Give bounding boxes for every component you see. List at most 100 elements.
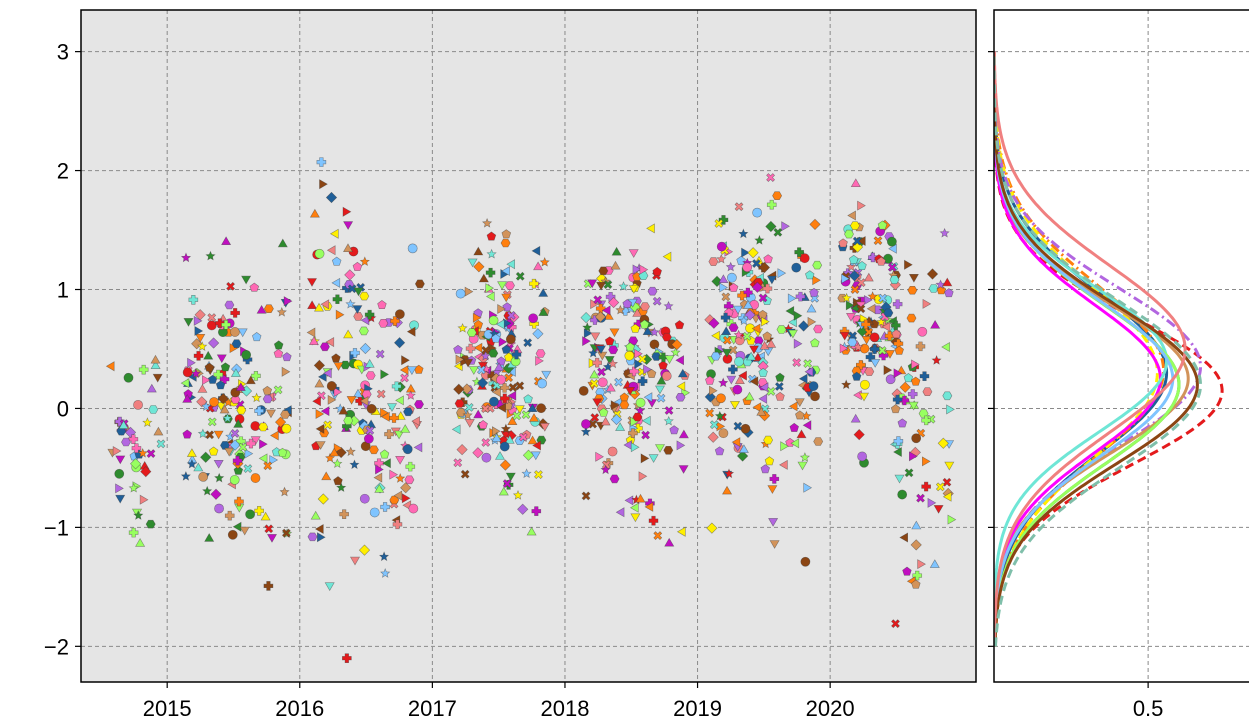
scatter-point [530,451,541,461]
scatter-point [380,407,389,418]
scatter-point [664,537,675,547]
scatter-point [332,458,343,469]
scatter-point [751,323,761,334]
scatter-point [661,371,672,381]
scatter-point [369,507,380,518]
scatter-point [512,411,522,421]
scatter-point [716,253,727,264]
scatter-point [608,345,619,355]
scatter-point [772,191,783,200]
scatter-point [195,333,206,343]
scatter-point [476,377,489,389]
scatter-point [219,404,230,414]
scatter-point [851,371,862,381]
scatter-point [349,556,361,566]
scatter-point [477,361,489,371]
scatter-point [907,389,918,399]
scatter-point [281,366,291,377]
scatter-point [893,446,902,458]
scatter-point [722,335,732,345]
scatter-point [353,312,364,321]
scatter-point [758,261,771,274]
scatter-point [810,391,820,402]
scatter-point [878,293,888,303]
scatter-point [763,435,774,445]
scatter-point [205,250,216,261]
scatter-point [193,315,203,326]
scatter-point [403,407,414,417]
scatter-point [395,455,406,465]
scatter-point [732,305,744,315]
scatter-point [193,462,204,472]
scatter-point [401,355,410,366]
scatter-point [215,318,225,328]
scatter-point [324,582,335,592]
scatter-point [929,559,940,568]
scatter-point [378,318,389,328]
density-curve [994,51,1203,647]
x-axis-ticks: 2015 2016 2017 2018 2019 2020 [143,682,855,721]
scatter-point [915,341,926,352]
scatter-point [315,441,326,450]
scatter-point [718,274,729,284]
scatter-point [622,299,632,309]
scatter-point [121,437,131,447]
scatter-point [580,426,592,437]
scatter-point [240,385,253,397]
scatter-point [514,405,525,415]
scatter-point [331,277,341,288]
main-plot-frame [80,9,977,683]
scatter-point [723,468,735,479]
scatter-point [128,482,139,493]
scatter-point [910,376,921,386]
scatter-point [637,376,648,386]
scatter-point [634,405,646,415]
scatter-point [250,421,261,431]
scatter-point [523,394,533,404]
scatter-point [641,415,651,426]
scatter-point [133,510,144,520]
scatter-point [609,474,620,484]
scatter-point [902,566,912,576]
scatter-point [876,316,887,327]
scatter-point [213,369,224,380]
scatter-point [708,257,719,266]
scatter-point [263,304,274,314]
scatter-point [812,275,822,286]
scatter-point [590,332,601,342]
scatter-point [473,246,484,256]
scatter-point [476,365,486,375]
scatter-point [629,502,639,513]
scatter-point [718,215,729,225]
scatter-point [501,265,511,277]
scatter-point [894,474,905,484]
scatter-point [393,490,403,501]
scatter-point [778,459,788,470]
scatter-point [456,408,466,417]
scatter-point [230,327,240,337]
scatter-point [664,355,675,365]
scatter-point [897,418,908,428]
scatter-point [911,359,920,370]
scatter-point [135,537,146,547]
scatter-point [123,372,134,383]
scatter-point [128,527,139,538]
scatter-point [638,471,648,482]
scatter-point [777,268,787,279]
scatter-point [485,291,495,302]
scatter-point [480,350,491,361]
scatter-point [917,326,928,337]
scatter-point [628,285,639,294]
scatter-point [656,393,666,403]
scatter-point [726,272,737,283]
scatter-point [146,449,156,459]
scatter-point [653,531,663,541]
scatter-point [921,481,931,492]
scatter-point [942,391,953,401]
scatter-point [789,422,799,432]
scatter-point [908,401,919,411]
scatter-point [625,386,636,396]
scatter-point [364,358,375,368]
scatter-point [764,456,775,466]
scatter-point [389,413,399,423]
